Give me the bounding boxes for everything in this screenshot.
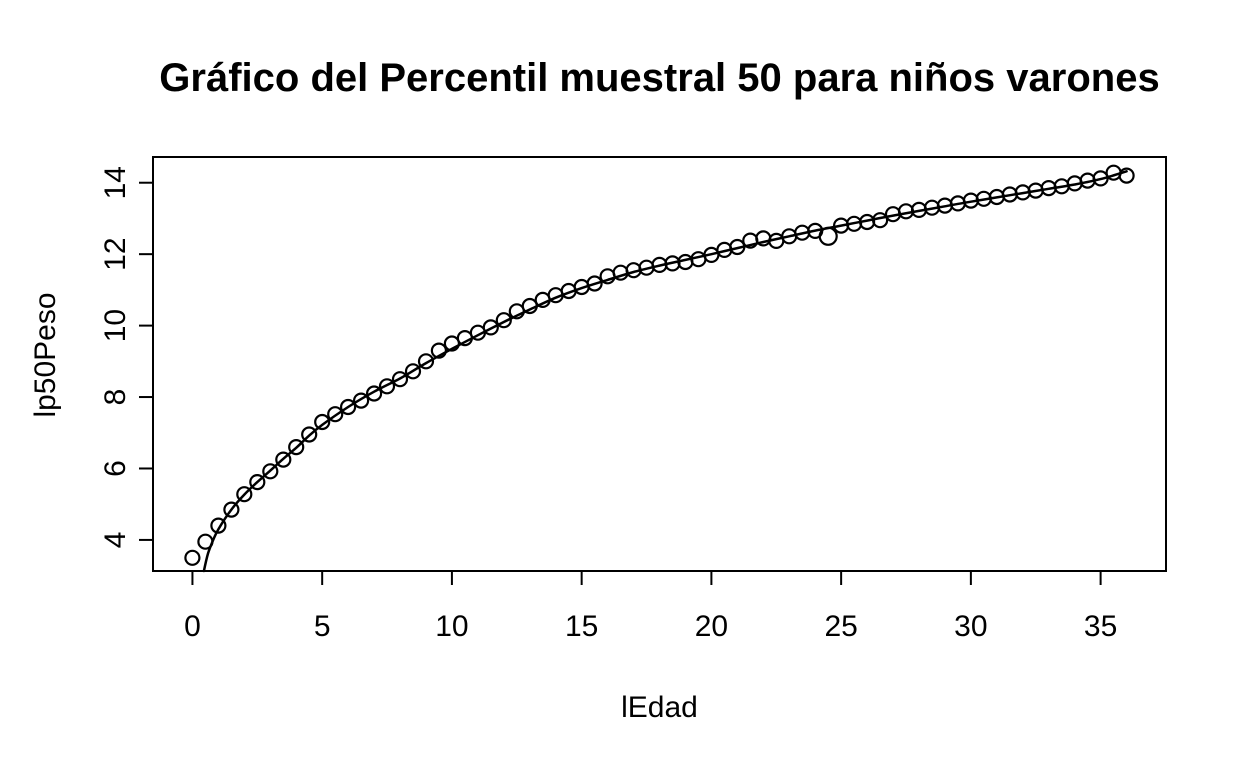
- data-point: [327, 406, 344, 423]
- data-point: [353, 392, 370, 409]
- data-point: [275, 451, 292, 468]
- data-point: [288, 439, 305, 456]
- x-axis-label: lEdad: [621, 691, 698, 724]
- data-point: [417, 353, 435, 370]
- x-tick-label: 30: [954, 610, 987, 643]
- data-point: [391, 371, 409, 388]
- data-point: [430, 342, 447, 359]
- x-tick-label: 35: [1084, 610, 1117, 643]
- fit-line: [202, 170, 1128, 573]
- y-tick-label: 14: [99, 166, 132, 199]
- data-point: [197, 533, 214, 550]
- data-point: [223, 501, 240, 518]
- data-point: [755, 230, 772, 247]
- y-tick-label: 6: [99, 460, 132, 477]
- data-point: [236, 486, 253, 503]
- plot-border: [152, 156, 1167, 572]
- data-point: [249, 474, 266, 491]
- x-tick-label: 20: [695, 610, 728, 643]
- x-tick-label: 0: [184, 610, 201, 643]
- data-point: [586, 275, 603, 292]
- data-point: [495, 312, 512, 329]
- data-point: [521, 297, 538, 315]
- y-tick-label: 8: [99, 389, 132, 406]
- data-point: [612, 264, 629, 281]
- y-tick-label: 4: [99, 532, 132, 549]
- data-point: [818, 226, 838, 246]
- data-point: [366, 385, 383, 402]
- x-tick-label: 15: [565, 610, 598, 643]
- y-tick-label: 10: [99, 309, 132, 342]
- y-tick-label: 12: [99, 237, 132, 270]
- data-point: [729, 238, 746, 256]
- x-tick-label: 25: [824, 610, 857, 643]
- data-point: [871, 212, 889, 229]
- x-tick-label: 10: [435, 610, 468, 643]
- data-point: [184, 549, 201, 566]
- data-point: [1092, 170, 1109, 187]
- data-point: [210, 517, 227, 534]
- data-point: [301, 426, 318, 443]
- data-point: [378, 378, 396, 395]
- data-point: [340, 398, 357, 416]
- x-tick-label: 5: [314, 610, 331, 643]
- data-point: [262, 463, 279, 480]
- data-point: [404, 363, 422, 380]
- data-point: [1118, 167, 1135, 184]
- data-point: [482, 319, 499, 336]
- data-point: [314, 413, 331, 431]
- chart-title: Gráfico del Percentil muestral 50 para n…: [159, 56, 1160, 100]
